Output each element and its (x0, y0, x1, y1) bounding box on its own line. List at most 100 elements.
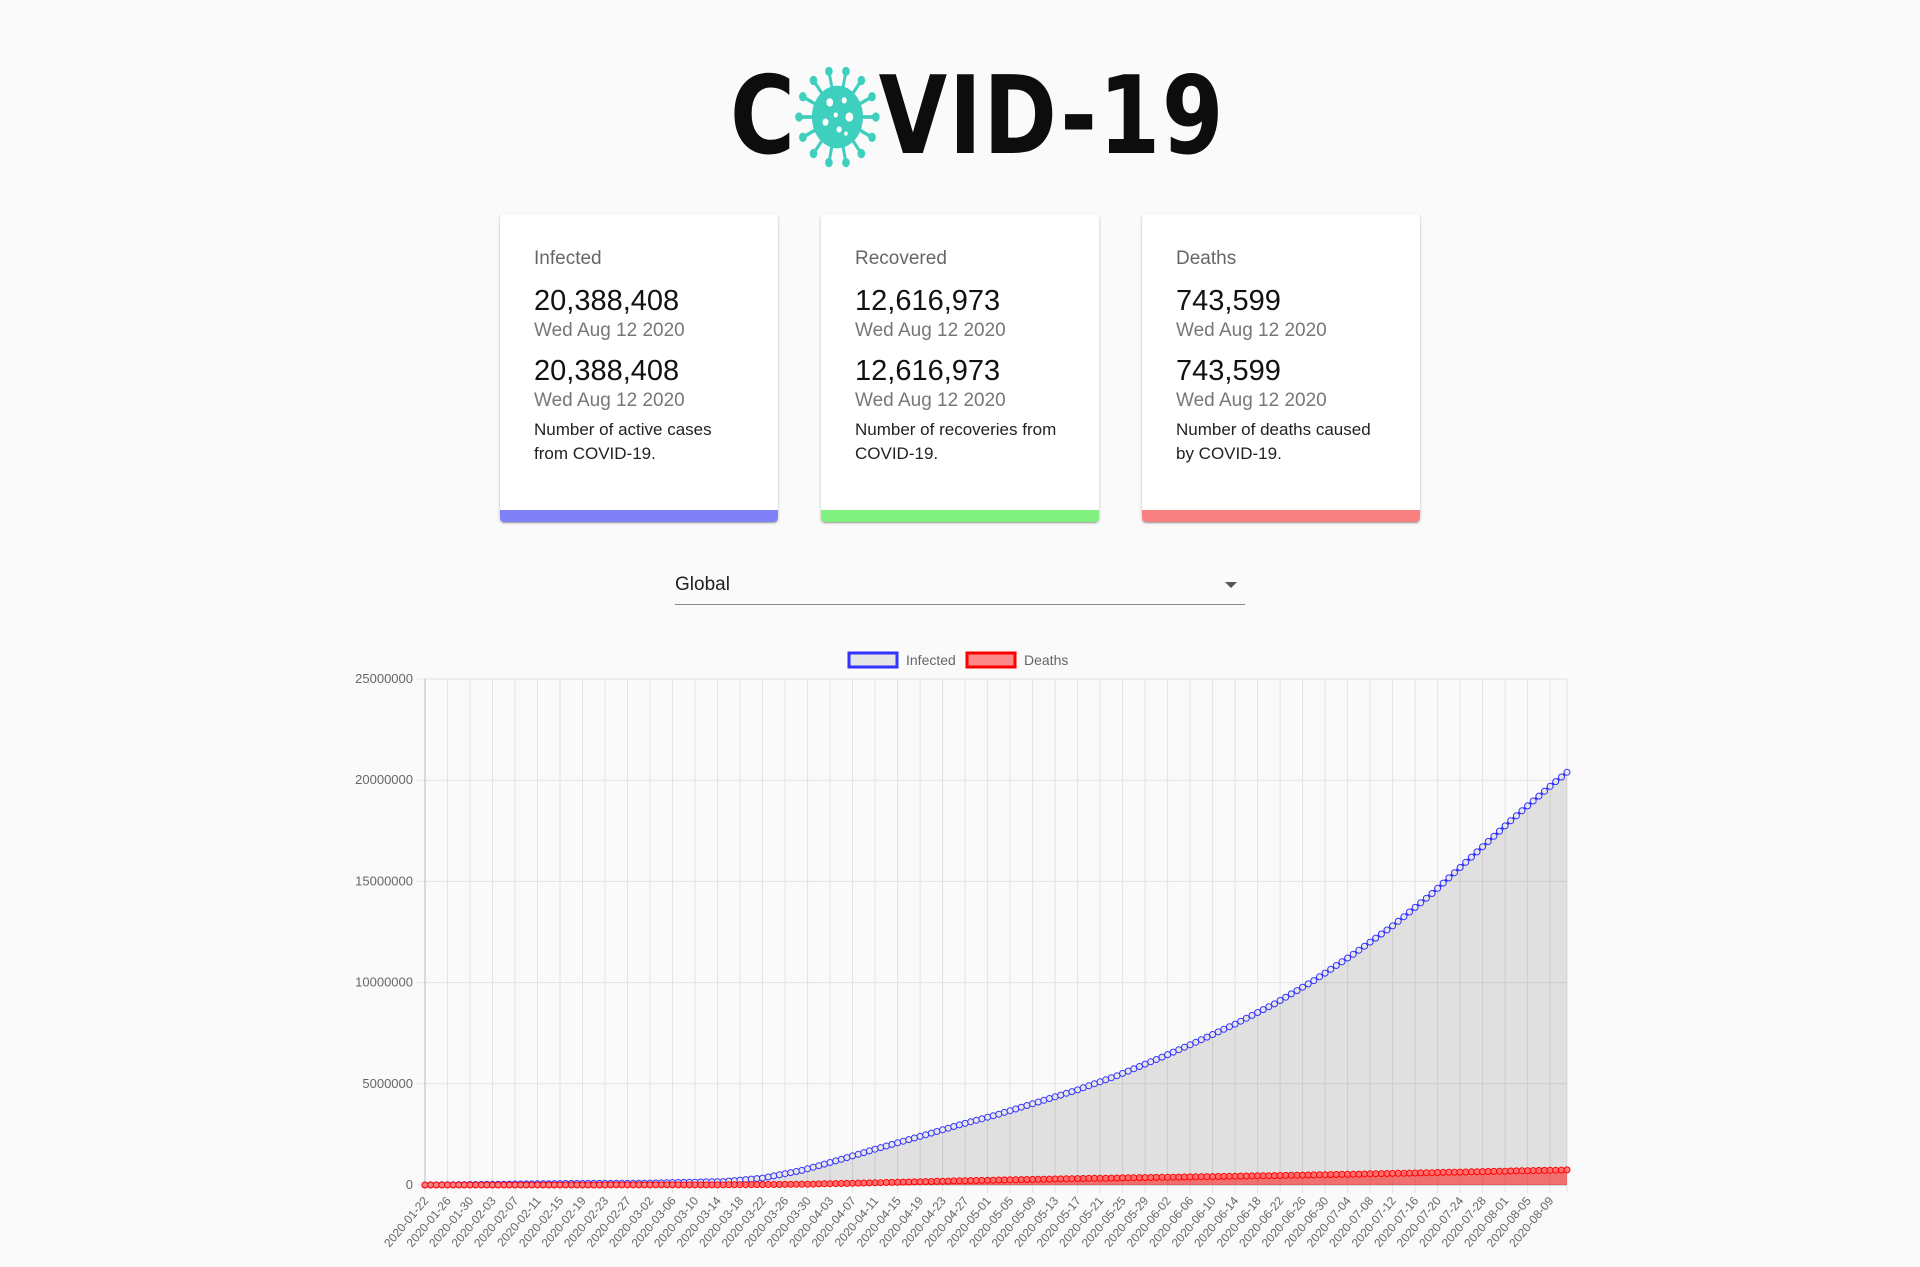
legend-label-infected: Infected (906, 652, 956, 668)
data-point-deaths (1338, 1170, 1346, 1178)
data-point-infected (1107, 1074, 1115, 1082)
data-point-deaths (1226, 1172, 1233, 1180)
data-point-infected (1349, 950, 1357, 958)
data-point-infected (1501, 822, 1509, 830)
data-point-infected (1428, 890, 1436, 897)
data-point-infected (1389, 922, 1397, 930)
data-point-infected (1000, 1108, 1008, 1116)
card-accent-bar (1142, 510, 1420, 522)
data-point-deaths (1349, 1170, 1357, 1178)
data-point-infected (1181, 1043, 1188, 1051)
data-point-infected (1164, 1051, 1172, 1059)
data-point-infected (815, 1162, 823, 1170)
data-point-infected (792, 1168, 800, 1175)
legend-swatch-infected (847, 651, 899, 669)
data-point-infected (1237, 1017, 1245, 1025)
data-point-deaths (1006, 1176, 1014, 1184)
data-point-infected (1299, 983, 1307, 991)
data-point-deaths (1529, 1167, 1537, 1175)
data-point-deaths (950, 1177, 958, 1185)
data-point-deaths (1051, 1175, 1059, 1183)
data-point-infected (1141, 1060, 1149, 1068)
data-point-deaths (522, 1181, 530, 1189)
data-point-deaths (1321, 1171, 1329, 1179)
data-point-deaths (1040, 1175, 1048, 1183)
data-point-deaths (1383, 1170, 1391, 1177)
data-point-deaths (1293, 1171, 1301, 1179)
data-point-deaths (1546, 1166, 1554, 1174)
y-tick-label: 0 (406, 1177, 413, 1192)
recovered-card: Recovered 12,616,973 Wed Aug 12 2020 12,… (821, 214, 1099, 522)
data-point-deaths (1563, 1166, 1571, 1174)
data-point-infected (1012, 1105, 1020, 1113)
data-point-infected (1546, 782, 1554, 790)
data-point-deaths (1389, 1169, 1397, 1177)
country-select[interactable]: Global (675, 568, 1245, 605)
data-point-deaths (1456, 1168, 1464, 1176)
covid-19-logo: C VID-19 (730, 62, 1225, 172)
data-point-infected (1434, 884, 1442, 892)
y-tick-label: 10000000 (355, 975, 413, 990)
data-point-infected (899, 1137, 907, 1145)
data-point-infected (961, 1119, 969, 1127)
data-point-infected (877, 1144, 885, 1152)
data-point-infected (1518, 807, 1526, 815)
data-point-deaths (1372, 1170, 1380, 1178)
data-point-deaths (978, 1176, 986, 1184)
data-point-deaths (1000, 1176, 1008, 1184)
chart-area-fills (425, 772, 1567, 1185)
data-point-deaths (922, 1178, 930, 1186)
data-point-deaths (1186, 1173, 1194, 1181)
data-point-deaths (787, 1180, 795, 1188)
card-description: Number of deaths caused by COVID-19. (1176, 420, 1371, 463)
data-point-infected (1338, 958, 1346, 966)
arrow-drop-down-icon[interactable] (1225, 582, 1237, 588)
chart-data-points (421, 768, 1571, 1189)
data-point-deaths (539, 1181, 547, 1189)
data-point-deaths (1090, 1174, 1098, 1182)
data-point-infected (967, 1118, 975, 1126)
data-point-deaths (989, 1176, 997, 1184)
logo-text-left: C (730, 54, 797, 179)
data-point-deaths (877, 1179, 885, 1187)
data-point-infected (1552, 778, 1560, 786)
data-point-deaths (843, 1179, 851, 1187)
data-point-deaths (1237, 1172, 1245, 1180)
data-point-deaths (888, 1178, 896, 1186)
data-point-deaths (1439, 1168, 1447, 1176)
card-value: 20,388,408 (534, 285, 680, 317)
y-tick-label: 20000000 (355, 772, 413, 787)
data-point-infected (759, 1174, 766, 1182)
data-point-deaths (1214, 1173, 1222, 1180)
data-point-infected (1282, 993, 1290, 1001)
data-point-infected (1214, 1028, 1222, 1036)
data-point-deaths (612, 1181, 620, 1189)
data-point-infected (1473, 848, 1481, 856)
card-title: Recovered (855, 248, 947, 269)
data-point-infected (1068, 1088, 1076, 1096)
data-point-deaths (1422, 1169, 1430, 1177)
data-point-infected (1321, 969, 1329, 977)
data-point-infected (1383, 926, 1391, 934)
legend-label-deaths: Deaths (1024, 652, 1068, 668)
data-point-infected (753, 1175, 761, 1183)
data-point-infected (854, 1150, 862, 1158)
data-point-infected (1124, 1067, 1132, 1075)
data-point-infected (944, 1124, 952, 1132)
data-point-deaths (995, 1176, 1003, 1184)
infected-card: Infected 20,388,408 Wed Aug 12 2020 20,3… (500, 214, 778, 522)
data-point-deaths (1310, 1171, 1318, 1179)
data-point-deaths (657, 1181, 665, 1189)
data-point-infected (1479, 843, 1487, 851)
data-point-deaths (1209, 1173, 1217, 1181)
data-point-deaths (1316, 1171, 1323, 1179)
data-point-deaths (1327, 1171, 1335, 1179)
data-point-deaths (1045, 1175, 1053, 1183)
data-point-deaths (1181, 1173, 1188, 1181)
data-point-deaths (1355, 1170, 1363, 1178)
data-point-deaths (972, 1177, 980, 1184)
data-point-infected (809, 1163, 817, 1171)
data-point-deaths (894, 1178, 902, 1186)
data-point-infected (775, 1171, 783, 1179)
